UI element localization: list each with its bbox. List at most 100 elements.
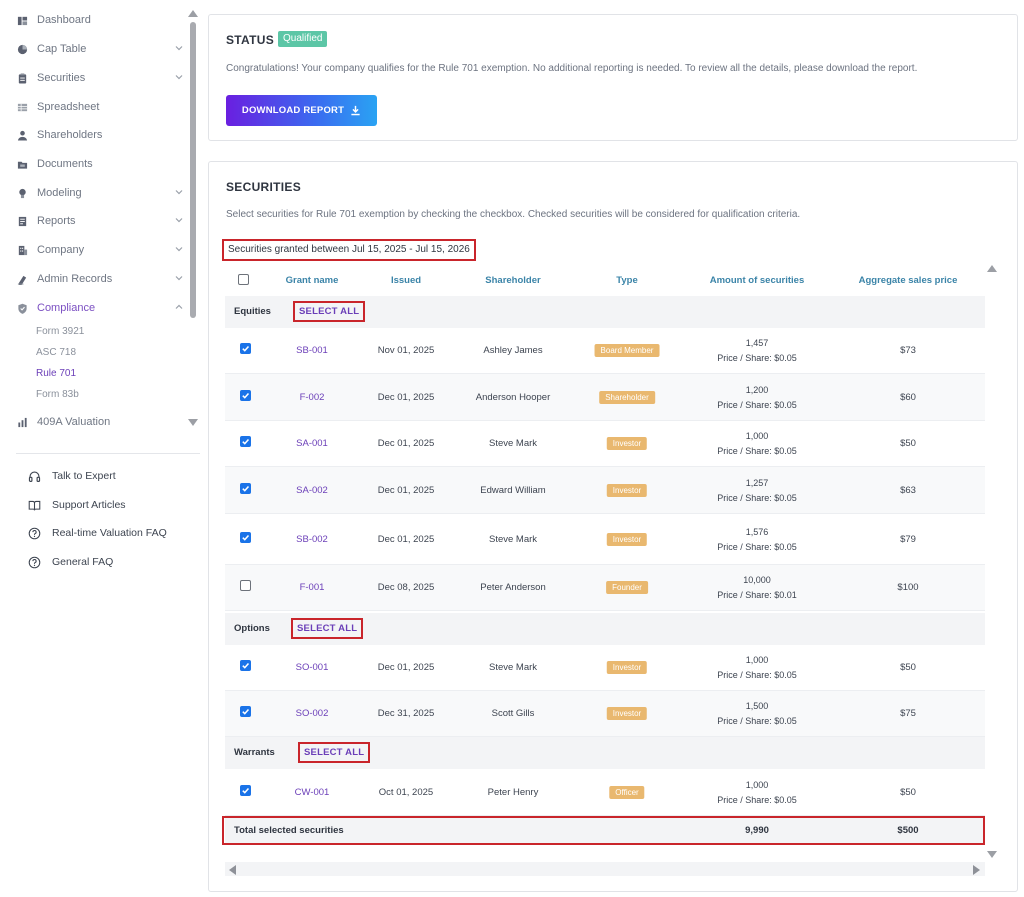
chevron-up-icon <box>175 304 183 309</box>
col-issued[interactable]: Issued <box>390 275 422 286</box>
shareholder-name: Edward William <box>480 484 546 496</box>
group-row-equities: Equities SELECT ALL <box>225 296 985 328</box>
sidebar-item-company[interactable]: Company <box>16 240 188 260</box>
select-all-button[interactable]: SELECT ALL <box>293 301 366 322</box>
help-talk-to-expert[interactable]: Talk to Expert <box>28 467 116 485</box>
spreadsheet-icon <box>16 101 28 113</box>
sidebar-item-dashboard[interactable]: Dashboard <box>16 10 188 30</box>
sidebar-item-label: Company <box>37 244 85 256</box>
amount-of-securities: 1,000 Price / Share: $0.05 <box>717 778 797 808</box>
amount-of-securities: 1,576 Price / Share: $0.05 <box>717 525 797 555</box>
row-checkbox[interactable] <box>240 482 251 494</box>
shareholder-name: Ashley James <box>483 345 543 356</box>
sidebar-item-securities[interactable]: Securities <box>16 68 188 88</box>
sidebar-item-documents[interactable]: Documents <box>16 154 188 174</box>
amount-value: 1,000 <box>745 780 769 790</box>
price-per-share: Price / Share: $0.05 <box>717 353 797 363</box>
valuation-icon <box>16 416 28 428</box>
sidebar-divider <box>16 453 200 454</box>
scroll-right-arrow[interactable] <box>973 865 980 875</box>
grant-name-link[interactable]: SA-001 <box>296 438 328 449</box>
sidebar-item-reports[interactable]: Reports <box>16 211 188 231</box>
chevron-down-icon <box>175 247 183 252</box>
row-checkbox[interactable] <box>240 660 251 671</box>
select-all-button[interactable]: SELECT ALL <box>298 742 371 763</box>
amount-of-securities: 1,200 Price / Share: $0.05 <box>717 383 797 413</box>
sidebar-item-compliance[interactable]: Compliance <box>16 298 188 318</box>
total-label: Total selected securities <box>234 825 344 836</box>
chevron-down-icon <box>175 218 183 223</box>
sidebar-subitem-asc-718[interactable]: ASC 718 <box>36 347 77 358</box>
col-type[interactable]: Type <box>616 275 638 286</box>
sidebar-subitem-form-3921[interactable]: Form 3921 <box>36 326 85 337</box>
row-checkbox[interactable] <box>240 785 251 796</box>
row-checkbox[interactable] <box>240 343 251 354</box>
aggregate-price: $50 <box>900 662 916 673</box>
sidebar-item-shareholders[interactable]: Shareholders <box>16 125 188 145</box>
shield-icon <box>16 302 28 314</box>
sidebar-subitem-form-83b[interactable]: Form 83b <box>36 389 79 400</box>
select-all-button[interactable]: SELECT ALL <box>291 618 364 639</box>
col-grant-name[interactable]: Grant name <box>285 275 339 286</box>
help-support-articles[interactable]: Support Articles <box>28 496 126 514</box>
sidebar-item-modeling[interactable]: Modeling <box>16 183 188 203</box>
date-range-label: Securities granted between Jul 15, 2025 … <box>222 239 476 261</box>
grant-name-link[interactable]: SB-001 <box>296 345 328 356</box>
grant-name-link[interactable]: SA-002 <box>296 484 328 496</box>
issued-date: Dec 01, 2025 <box>377 484 435 496</box>
scroll-left-arrow[interactable] <box>229 865 236 875</box>
type-badge: Officer <box>609 786 645 799</box>
help-valuation-faq[interactable]: Real-time Valuation FAQ <box>28 524 167 542</box>
col-shareholder[interactable]: Shareholder <box>485 275 541 286</box>
issued-date: Dec 31, 2025 <box>377 708 435 719</box>
row-checkbox[interactable] <box>240 531 251 543</box>
aggregate-price: $60 <box>900 391 916 403</box>
grant-name-link[interactable]: SO-002 <box>295 708 329 719</box>
sidebar-item-spreadsheet[interactable]: Spreadsheet <box>16 97 188 117</box>
sidebar-item-409a-valuation[interactable]: 409A Valuation <box>16 412 188 432</box>
table-row: CW-001 Oct 01, 2025 Peter Henry Officer 1,00… <box>225 770 985 816</box>
row-checkbox[interactable] <box>240 580 251 591</box>
sidebar-scroll-down-arrow[interactable] <box>188 419 198 426</box>
user-icon <box>16 129 28 141</box>
table-row: SB-001 Nov 01, 2025 Ashley James Board Memb… <box>225 328 985 374</box>
table-horizontal-scrollbar[interactable] <box>225 862 985 876</box>
table-row: F-002 Dec 01, 2025 Anderson Hooper Sharehol… <box>225 374 985 421</box>
group-label: Warrants <box>234 747 275 758</box>
sidebar-item-cap-table[interactable]: Cap Table <box>16 39 188 59</box>
grant-name-link[interactable]: F-001 <box>299 582 325 593</box>
grant-name-link[interactable]: SB-002 <box>296 533 328 545</box>
help-general-faq[interactable]: General FAQ <box>28 553 113 571</box>
download-report-button[interactable]: DOWNLOAD REPORT <box>226 95 377 126</box>
shareholder-name: Steve Mark <box>488 438 538 449</box>
shareholder-name: Scott Gills <box>491 708 535 719</box>
type-badge: Investor <box>606 437 648 450</box>
grant-name-link[interactable]: F-002 <box>299 391 325 403</box>
amount-of-securities: 10,000 Price / Share: $0.01 <box>717 573 797 603</box>
row-checkbox[interactable] <box>240 706 251 717</box>
price-per-share: Price / Share: $0.01 <box>717 590 797 600</box>
table-scroll-down-arrow[interactable] <box>987 851 997 858</box>
shareholder-name: Peter Anderson <box>480 582 546 593</box>
sidebar-item-label: Spreadsheet <box>37 101 100 113</box>
sidebar-scroll-up-arrow[interactable] <box>188 10 198 17</box>
row-checkbox[interactable] <box>240 436 251 447</box>
grant-name-link[interactable]: CW-001 <box>294 787 330 798</box>
sidebar-subitem-rule-701[interactable]: Rule 701 <box>36 368 77 379</box>
col-amount[interactable]: Amount of securities <box>709 275 805 286</box>
records-icon <box>16 273 28 285</box>
sidebar-item-label: Compliance <box>37 302 96 314</box>
aggregate-price: $63 <box>900 484 916 496</box>
sidebar-item-admin-records[interactable]: Admin Records <box>16 269 188 289</box>
select-all-checkbox[interactable] <box>238 274 249 285</box>
table-row: SA-002 Dec 01, 2025 Edward William Investor… <box>225 467 985 514</box>
sidebar: Dashboard Cap Table Securities Spreadsheet S… <box>0 0 203 897</box>
sidebar-scroll-thumb[interactable] <box>190 22 196 318</box>
price-per-share: Price / Share: $0.05 <box>717 716 797 726</box>
grant-name-link[interactable]: SO-001 <box>295 662 329 673</box>
table-scroll-up-arrow[interactable] <box>987 265 997 272</box>
issued-date: Nov 01, 2025 <box>377 345 435 356</box>
col-aggregate-price[interactable]: Aggregate sales price <box>858 275 958 286</box>
row-checkbox[interactable] <box>240 389 251 401</box>
chevron-down-icon <box>175 46 183 51</box>
